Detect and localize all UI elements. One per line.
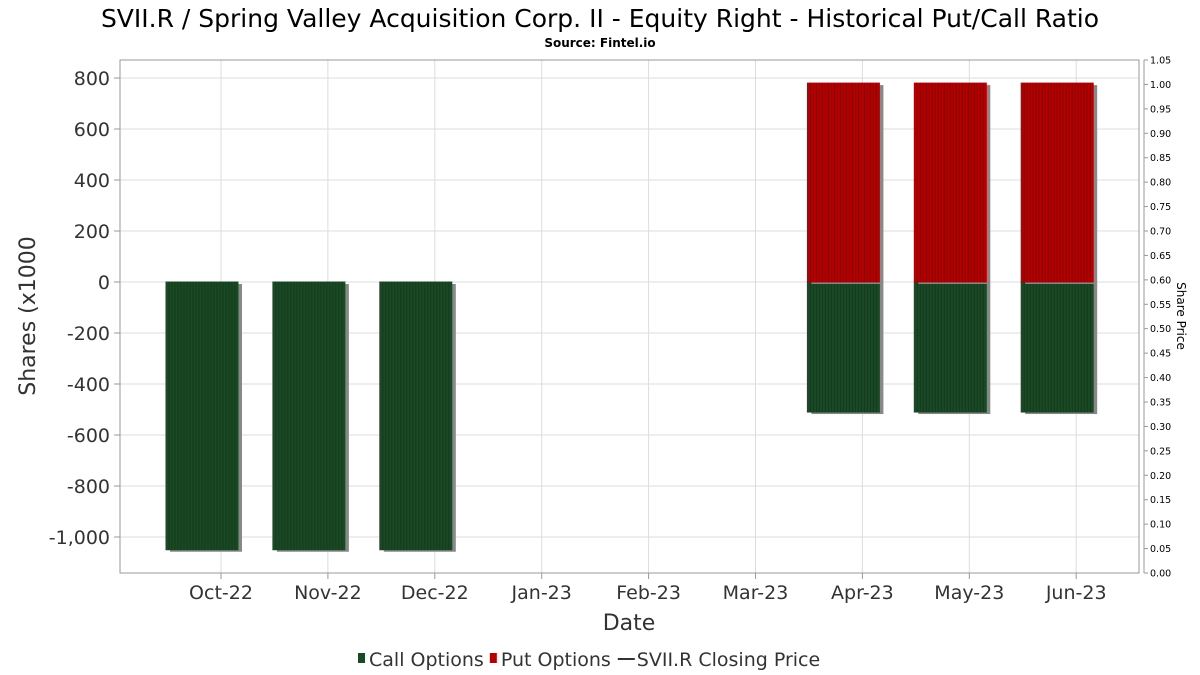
bars (165, 82, 1098, 552)
y-tick-label: -200 (67, 323, 110, 345)
secondary-y-axis: 1.05 1.00 0.95 0.90 0.85 0.80 0.75 0.70 0.65 0.60… (1143, 56, 1171, 580)
y2-tick-label: 0.25 (1150, 446, 1171, 457)
y2-tick-label: 0.40 (1150, 373, 1171, 384)
legend-label: Call Options (369, 649, 484, 671)
chart-subtitle: Source: Fintel.io (544, 36, 655, 50)
x-tick-label: Jun-23 (1045, 582, 1107, 604)
y2-tick-label: 0.65 (1150, 251, 1171, 262)
y2-tick-label: 1.00 (1150, 80, 1171, 91)
y-tick-label: -800 (67, 476, 110, 498)
put-options-bar (913, 82, 991, 284)
bar-fill (272, 281, 346, 551)
bar-fill (1020, 82, 1094, 283)
bar-fill (1020, 281, 1094, 413)
legend-swatch (358, 653, 365, 663)
y2-tick-label: 0.70 (1150, 227, 1171, 238)
x-tick-label: Jan-23 (511, 582, 572, 604)
call-options-bar (1020, 281, 1098, 415)
legend-label: Put Options (501, 649, 611, 671)
y-tick-label: -400 (67, 374, 110, 396)
y2-tick-label: 0.90 (1150, 129, 1171, 140)
x-tick-label: May-23 (934, 582, 1004, 604)
x-tick-label: Nov-22 (294, 582, 362, 604)
y-axis-ticks: 800 600 400 200 0 -200 -400 -600 -800 -1,000 (49, 68, 120, 549)
bar-fill (806, 281, 880, 413)
y-tick-label: -600 (67, 425, 110, 447)
y2-tick-label: 0.20 (1150, 471, 1171, 482)
legend: Call Options Put Options SVII.R Closing Pr… (358, 649, 820, 671)
legend-label: SVII.R Closing Price (637, 649, 820, 671)
bar-fill (806, 82, 880, 283)
put-options-bar (806, 82, 884, 284)
y-tick-label: 800 (74, 68, 110, 90)
y2-tick-label: 0.50 (1150, 324, 1171, 335)
y2-tick-label: 1.05 (1150, 56, 1171, 67)
y2-tick-label: 0.00 (1150, 569, 1171, 580)
put-options-bar (1020, 82, 1098, 284)
y2-tick-label: 0.75 (1150, 202, 1171, 213)
call-options-bar (165, 281, 242, 552)
y-tick-label: 200 (74, 221, 110, 243)
chart-title: SVII.R / Spring Valley Acquisition Corp.… (101, 4, 1099, 33)
x-tick-label: Apr-23 (831, 582, 894, 604)
y2-tick-label: 0.45 (1150, 349, 1171, 360)
bar-fill (913, 82, 987, 283)
legend-swatch (489, 653, 497, 663)
x-axis-label: Date (603, 611, 656, 636)
y2-tick-label: 0.85 (1150, 153, 1171, 164)
y-tick-label: 400 (74, 170, 110, 192)
x-tick-label: Feb-23 (616, 582, 681, 604)
y2-tick-label: 0.95 (1150, 104, 1171, 115)
call-options-bar (379, 281, 456, 552)
y2-tick-label: 0.35 (1150, 398, 1171, 409)
x-axis-ticks: Oct-22 Nov-22 Dec-22 Jan-23 Feb-23 Mar-23 Apr-… (189, 573, 1107, 604)
y2-tick-label: 0.60 (1150, 275, 1171, 286)
y2-tick-label: 0.30 (1150, 422, 1171, 433)
y2-tick-label: 0.80 (1150, 178, 1171, 189)
y2-tick-label: 0.05 (1150, 544, 1171, 555)
y-axis-label: Shares (x1000 (16, 236, 41, 396)
plot-frame (119, 59, 1140, 574)
secondary-y-axis-label: Share Price (1174, 282, 1188, 350)
x-tick-label: Dec-22 (401, 582, 469, 604)
y2-tick-label: 0.10 (1150, 520, 1171, 531)
y-tick-label: 0 (98, 272, 110, 294)
y-tick-label: -1,000 (49, 527, 110, 549)
x-tick-label: Mar-23 (723, 582, 789, 604)
call-options-bar (272, 281, 349, 552)
y-tick-label: 600 (74, 119, 110, 141)
y2-tick-label: 0.55 (1150, 300, 1171, 311)
y2-tick-label: 0.15 (1150, 495, 1171, 506)
bar-fill (379, 281, 453, 551)
call-options-bar (806, 281, 884, 415)
bar-fill (165, 281, 239, 551)
call-options-bar (913, 281, 991, 415)
x-tick-label: Oct-22 (189, 582, 253, 604)
